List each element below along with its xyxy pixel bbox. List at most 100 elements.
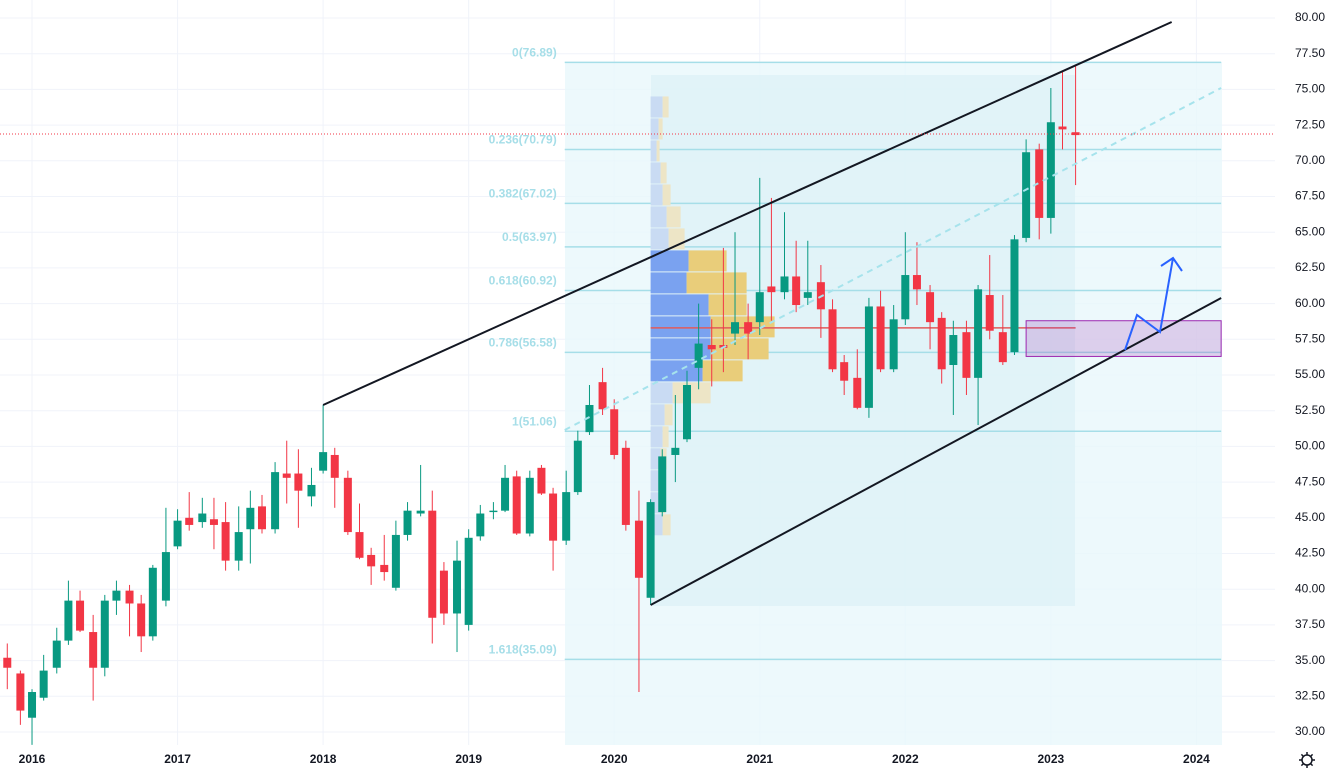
x-tick-label: 2023 [1038,752,1065,766]
profile-up [650,184,663,206]
candle-body [1035,149,1044,218]
time-axis [0,745,1332,773]
candle-body [998,332,1007,363]
candle-body [100,600,109,668]
profile-up [650,404,665,426]
profile-up [650,250,689,272]
profile-up [650,162,661,184]
x-tick-label: 2019 [455,752,482,766]
candle-body [840,362,849,381]
candle-body [234,532,243,561]
candle-body [926,292,935,323]
candle-body [937,317,946,370]
profile-up [650,228,669,250]
profile-down [664,404,673,426]
y-tick-label: 80.00 [1295,10,1325,24]
candle-body [694,343,703,368]
candle-body [1046,122,1055,218]
candle-body [621,447,630,525]
candle-body [755,292,764,323]
candle-body [598,382,607,410]
candles [3,65,1080,745]
profile-down [660,162,667,184]
candle-body [137,603,146,637]
y-tick-label: 70.00 [1295,153,1325,167]
candle-body [682,384,691,440]
candle-body [828,309,837,370]
y-tick-label: 50.00 [1295,439,1325,453]
settings-teeth[interactable] [1299,752,1315,768]
candle-body [161,552,170,601]
y-tick-label: 72.50 [1295,117,1325,131]
profile-up [650,272,687,294]
profile-down [710,316,775,338]
profile-down [666,206,681,228]
profile-down [662,96,669,118]
candle-body [52,640,61,668]
candle-body [949,335,958,366]
candle-body [16,673,25,711]
candle-body [39,670,48,698]
y-tick-label: 47.50 [1295,474,1325,488]
candle-body [221,522,230,561]
candle-body [912,275,921,290]
profile-up [650,294,709,316]
candle-body [173,520,182,547]
candle-body [573,440,582,493]
candle-body [464,537,473,625]
profile-up [650,118,659,140]
candle-body [985,295,994,331]
fib-label: 1.618(35.09) [489,642,557,656]
candle-body [209,519,218,525]
profile-down [686,272,747,294]
candle-body [3,657,12,668]
candle-body [767,286,776,293]
candle-body [803,292,812,298]
profile-up [650,316,711,338]
profile-down [662,426,669,448]
candle-body [257,506,266,530]
candle-body [246,507,255,530]
candle-body [355,532,364,558]
candle-body [185,517,194,525]
candle-body [1022,152,1031,238]
candle-body [148,567,157,637]
candle-body [610,409,619,455]
profile-down [672,382,711,404]
candle-body [330,454,339,478]
profile-down [658,118,663,140]
y-tick-label: 77.50 [1295,46,1325,60]
candle-body [501,477,510,511]
candle-body [876,306,885,370]
x-tick-label: 2021 [746,752,773,766]
candle-body [671,447,680,455]
profile-up [650,426,663,448]
y-tick-label: 35.00 [1295,653,1325,667]
candle-body [319,452,328,471]
price-axis [1275,0,1332,773]
profile-down [656,140,660,162]
profile-up [650,470,659,492]
candle-body [792,276,801,306]
candle-body [416,510,425,514]
projection-arrow [1124,257,1174,351]
candle-body [537,467,546,494]
candle-body [707,345,716,350]
candle-body [525,477,534,534]
y-tick-label: 40.00 [1295,581,1325,595]
candle-body [367,554,376,567]
settings-icon[interactable] [1299,752,1315,768]
x-tick-label: 2016 [19,752,46,766]
profile-up [650,140,657,162]
candle-body [112,590,121,601]
profile-up [650,382,673,404]
x-tick-label: 2018 [310,752,337,766]
candle-body [282,473,291,478]
candle-body [585,404,594,433]
y-tick-label: 55.00 [1295,367,1325,381]
profile-down [708,294,747,316]
fib-label: 0.236(70.79) [489,133,557,147]
candle-body [271,472,280,530]
